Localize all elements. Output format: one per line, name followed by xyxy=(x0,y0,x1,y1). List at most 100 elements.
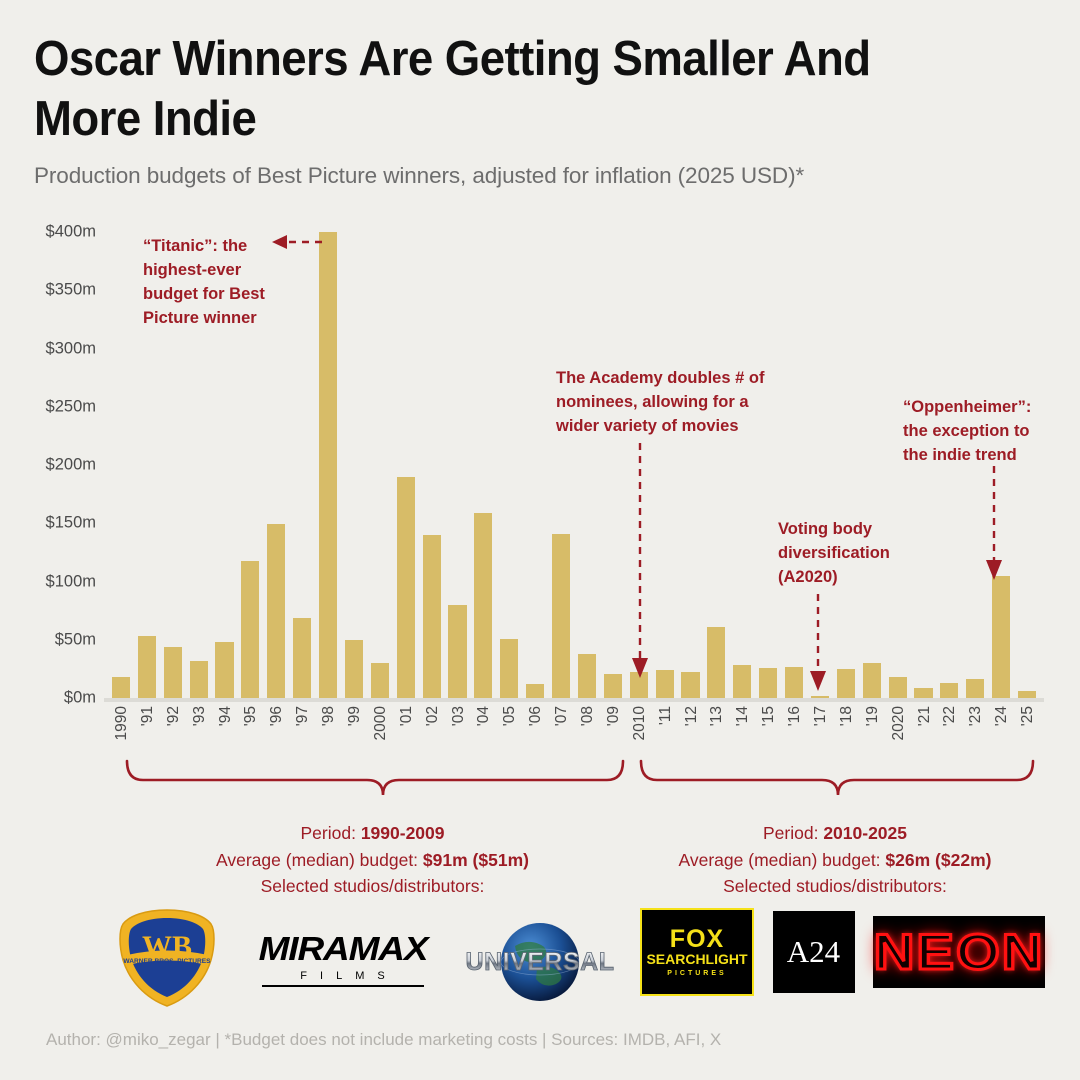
fox-line-2: SEARCHLIGHT xyxy=(646,951,748,968)
x-axis-tick-label: '13 xyxy=(708,706,726,727)
bar xyxy=(163,646,182,698)
bar xyxy=(888,677,907,698)
y-axis-tick-label: $300m xyxy=(45,339,96,357)
bar xyxy=(189,660,208,698)
y-axis-tick-label: $200m xyxy=(45,455,96,474)
y-axis-tick-label: $150m xyxy=(45,513,96,532)
bar xyxy=(396,476,415,698)
x-axis-tick-label: '94 xyxy=(216,706,234,727)
warner-bros-wordmark: WARNER BROS. PICTURES xyxy=(123,958,211,965)
universal-wordmark: UNIVERSAL xyxy=(466,948,615,976)
footer-credits: Author: @miko_zegar | *Budget does not i… xyxy=(46,1030,722,1049)
bar xyxy=(500,638,519,698)
y-axis-tick-label: $100m xyxy=(45,572,96,590)
x-axis-tick-label: '15 xyxy=(760,706,778,727)
bar xyxy=(603,673,622,698)
x-axis-tick-label: '01 xyxy=(397,706,415,727)
bar xyxy=(448,604,467,698)
x-axis-tick-label: '96 xyxy=(268,706,286,727)
fox-line-3: PICTURES xyxy=(667,969,727,977)
bar xyxy=(422,534,441,698)
neon-wordmark: NEON xyxy=(872,923,1045,982)
x-axis-tick-label: '97 xyxy=(294,706,312,727)
y-axis: $0m $50m $100m $150m $200m $250m $300m $350m $40… xyxy=(0,223,96,707)
x-axis-tick-label: 2020 xyxy=(889,706,907,741)
x-axis-tick-label: '17 xyxy=(811,706,829,727)
bar xyxy=(914,687,933,698)
x-axis-tick-label: '07 xyxy=(553,706,571,727)
bar xyxy=(733,665,752,698)
period-left-avg-label: Average (median) budget: xyxy=(216,849,419,870)
annotation-voting-body: Voting body diversification (A2020) xyxy=(778,520,890,586)
miramax-wordmark: MIRAMAX xyxy=(258,929,428,967)
fox-searchlight-logo: FOX SEARCHLIGHT PICTURES xyxy=(640,908,754,996)
period-left-line1: Period: 1990-2009 xyxy=(125,820,620,847)
warner-bros-logo: WB WARNER BROS. PICTURES xyxy=(115,908,220,1008)
period-right-avg-value: $26m ($22m) xyxy=(885,849,992,870)
neon-logo: NEON xyxy=(872,916,1045,988)
x-axis-tick-label: '05 xyxy=(501,706,519,727)
bar xyxy=(862,663,881,698)
x-axis-tick-label: '22 xyxy=(941,706,959,727)
bar xyxy=(940,682,959,698)
bar-chart-plot-area xyxy=(108,232,1040,698)
x-axis: 1990 '91 '92 '93 '94 '95 '96 '97 '98 '99 2000 '01 '0… xyxy=(108,706,1040,762)
x-axis-tick-label: '11 xyxy=(656,706,674,726)
bar xyxy=(526,684,545,698)
period-summary-right: Period: 2010-2025 Average (median) budge… xyxy=(635,820,1035,900)
period-left-studios-label: Selected studios/distributors: xyxy=(260,876,485,897)
x-axis-tick-label: '99 xyxy=(345,706,363,727)
bar xyxy=(551,533,571,698)
bar xyxy=(267,524,286,698)
bar xyxy=(810,695,829,698)
x-axis-tick-label: 2010 xyxy=(630,706,648,741)
annotation-oppenheimer: “Oppenheimer”: the exception to the indi… xyxy=(903,398,1032,464)
x-axis-tick-label: '92 xyxy=(164,706,182,727)
bar xyxy=(655,670,674,698)
bar xyxy=(759,667,778,698)
x-axis-tick-label: '93 xyxy=(190,706,208,727)
x-axis-tick-label: '16 xyxy=(786,706,804,727)
period-right-label: Period: xyxy=(762,823,819,843)
axis-baseline xyxy=(104,698,1044,702)
y-axis-tick-label: $50m xyxy=(54,630,96,649)
a24-logo: A24 xyxy=(772,911,855,993)
x-axis-tick-label: '12 xyxy=(682,706,700,727)
bar xyxy=(474,512,493,698)
bar xyxy=(215,642,234,698)
bar xyxy=(707,626,726,698)
x-axis-tick-label: '24 xyxy=(993,706,1011,727)
y-axis-tick-label: $350m xyxy=(45,280,96,299)
bar xyxy=(992,575,1011,698)
x-axis-tick-label: '18 xyxy=(837,706,855,727)
miramax-logo: MIRAMAX FILMS xyxy=(258,930,428,987)
annotation-titanic: “Titanic”: the highest-ever budget for B… xyxy=(143,237,265,327)
period-right-line1: Period: 2010-2025 xyxy=(635,820,1035,847)
x-axis-tick-label: '19 xyxy=(863,706,881,727)
bar xyxy=(577,653,596,698)
bar xyxy=(241,560,260,698)
x-axis-tick-label: '23 xyxy=(967,706,985,727)
x-axis-tick-label: '21 xyxy=(915,706,933,727)
x-axis-tick-label: '14 xyxy=(734,706,752,727)
x-axis-tick-label: 1990 xyxy=(112,706,130,741)
x-axis-tick-label: '09 xyxy=(604,706,622,727)
period-left-line2: Average (median) budget: $91m ($51m) xyxy=(125,847,620,874)
period-right-line2: Average (median) budget: $26m ($22m) xyxy=(635,847,1035,874)
bar xyxy=(137,636,156,698)
bar xyxy=(681,672,700,698)
period-right-value: 2010-2025 xyxy=(823,823,908,843)
x-axis-tick-label: '25 xyxy=(1019,706,1037,727)
x-axis-tick-label: '91 xyxy=(138,706,156,727)
period-left-value: 1990-2009 xyxy=(360,823,445,843)
page-title: Oscar Winners Are Getting Smaller And Mo… xyxy=(34,32,871,146)
bar xyxy=(629,672,648,698)
bar xyxy=(836,668,855,698)
x-axis-tick-label: '04 xyxy=(475,706,493,727)
bar xyxy=(1017,691,1037,698)
universal-logo: UNIVERSAL xyxy=(465,910,615,1006)
bar xyxy=(293,617,312,698)
bar xyxy=(111,677,130,698)
bar xyxy=(966,679,985,698)
miramax-subtext: FILMS xyxy=(261,970,424,987)
